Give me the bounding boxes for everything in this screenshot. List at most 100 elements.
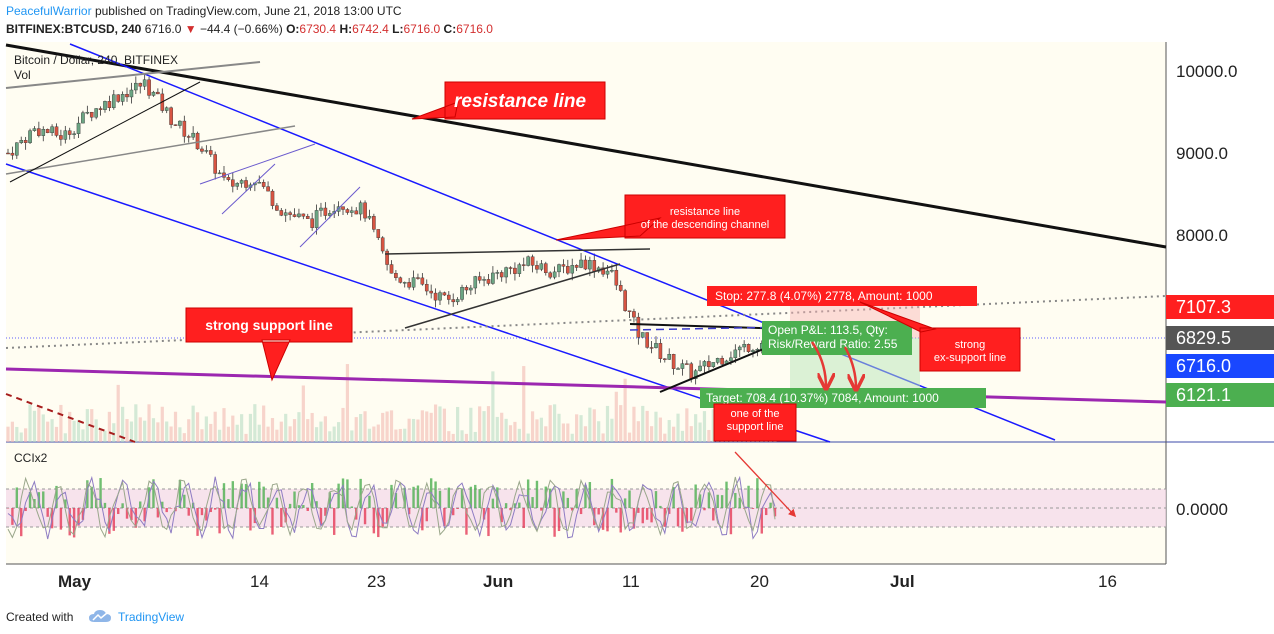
volume-bar bbox=[222, 408, 226, 442]
cci-bar bbox=[588, 482, 592, 508]
cci-bar bbox=[584, 484, 587, 508]
volume-bar bbox=[425, 411, 429, 442]
volume-bar bbox=[63, 433, 67, 442]
cci-bar bbox=[125, 508, 129, 519]
cci-bar bbox=[42, 491, 45, 508]
price-change: −44.4 (−0.66%) bbox=[199, 22, 283, 36]
cci-bar bbox=[165, 508, 168, 513]
volume-bar bbox=[165, 421, 169, 442]
time-tick-may: May bbox=[58, 572, 92, 591]
cci-bar bbox=[434, 481, 437, 508]
cci-bar bbox=[359, 478, 362, 508]
time-tick-jun: Jun bbox=[483, 572, 513, 591]
cci-bar bbox=[416, 485, 420, 508]
price-tick-9000: 9000.0 bbox=[1176, 144, 1228, 163]
volume-bar bbox=[288, 426, 292, 442]
candle-body bbox=[632, 311, 636, 318]
volume-bar bbox=[187, 419, 191, 442]
volume-bar bbox=[605, 405, 610, 442]
candle-body bbox=[85, 111, 90, 114]
volume-bar bbox=[332, 426, 336, 442]
cci-bar bbox=[368, 495, 371, 508]
cci-bar bbox=[332, 508, 336, 535]
candle-body bbox=[482, 279, 486, 281]
cci-bar bbox=[310, 483, 314, 508]
cci-bar bbox=[381, 508, 384, 527]
cci-bar bbox=[500, 508, 503, 523]
volume-bar bbox=[663, 433, 667, 442]
candle-body bbox=[103, 101, 107, 110]
volume-bar bbox=[248, 413, 253, 442]
volume-bar bbox=[244, 433, 248, 442]
cci-bar bbox=[90, 486, 93, 508]
cci-bar bbox=[68, 508, 71, 536]
volume-bar bbox=[15, 426, 19, 442]
candle-body bbox=[178, 120, 182, 126]
tradingview-link[interactable]: TradingView bbox=[118, 610, 185, 624]
cci-bar bbox=[769, 502, 772, 508]
candle-body bbox=[552, 271, 557, 278]
candle-body bbox=[358, 202, 363, 215]
candle-body bbox=[557, 264, 561, 273]
volume-bar bbox=[438, 406, 442, 442]
price-label-last: 6716.0 bbox=[1176, 356, 1231, 376]
cci-bar bbox=[760, 508, 763, 534]
price-chart[interactable]: 10000.0 9000.0 8000.0 0.0000 7107.3 6829… bbox=[0, 42, 1274, 600]
volume-bar bbox=[420, 410, 424, 442]
volume-bar bbox=[129, 421, 134, 442]
cci-line-fast bbox=[7, 475, 776, 540]
price-labels: 7107.3 6829.5 6716.0 6121.1 bbox=[1166, 295, 1274, 407]
volume-bar bbox=[579, 415, 583, 442]
author-link[interactable]: PeacefulWarrior bbox=[6, 4, 92, 18]
cci-bar bbox=[169, 508, 173, 509]
time-tick-20: 20 bbox=[750, 572, 769, 591]
candle-body bbox=[420, 277, 425, 285]
triangle-top-line bbox=[384, 248, 651, 255]
candle-body bbox=[402, 282, 407, 284]
candle-body bbox=[574, 265, 579, 268]
candle-body bbox=[460, 287, 464, 300]
volume-bar bbox=[173, 411, 178, 442]
candle-body bbox=[477, 276, 482, 281]
volume-bar bbox=[85, 409, 89, 442]
candle-body bbox=[217, 172, 222, 175]
candle-body bbox=[283, 212, 288, 216]
publish-line: PeacefulWarrior published on TradingView… bbox=[6, 4, 402, 18]
cci-bar bbox=[183, 494, 186, 508]
volume-bar bbox=[513, 421, 517, 442]
close-value: 6716.0 bbox=[456, 22, 493, 36]
time-tick-14: 14 bbox=[250, 572, 269, 591]
cci-bar bbox=[280, 508, 283, 528]
cci-bar bbox=[474, 484, 477, 508]
cci-bar bbox=[460, 488, 464, 508]
cci-bar bbox=[566, 497, 570, 508]
volume-bar bbox=[676, 413, 680, 442]
volume-bar bbox=[337, 422, 341, 442]
candle-body bbox=[323, 207, 328, 216]
cci-bar bbox=[394, 493, 398, 508]
volume-bar bbox=[433, 404, 438, 442]
volume-bar bbox=[359, 414, 363, 442]
ex-support-text-1: strong bbox=[955, 339, 986, 351]
annotation-channel: resistance line of the descending channe… bbox=[555, 194, 786, 241]
volume-bar bbox=[539, 417, 543, 442]
candle-body bbox=[305, 216, 310, 219]
candle-body bbox=[10, 152, 15, 156]
candle-body bbox=[610, 269, 614, 272]
cci-bar bbox=[231, 481, 235, 508]
cci-bar bbox=[685, 508, 689, 524]
cci-bar bbox=[275, 497, 279, 508]
candle-body bbox=[23, 140, 28, 143]
volume-bar bbox=[6, 426, 10, 442]
candle-body bbox=[504, 267, 508, 278]
cci-bar bbox=[597, 508, 600, 515]
volume-bar bbox=[530, 411, 535, 442]
cci-bar bbox=[522, 508, 525, 528]
volume-bar bbox=[566, 423, 570, 442]
cci-bar bbox=[535, 480, 539, 508]
candle-body bbox=[680, 363, 685, 369]
cci-bar bbox=[738, 497, 741, 508]
candle-body bbox=[50, 126, 54, 134]
volume-bar bbox=[178, 427, 182, 442]
volume-bar bbox=[535, 419, 539, 442]
